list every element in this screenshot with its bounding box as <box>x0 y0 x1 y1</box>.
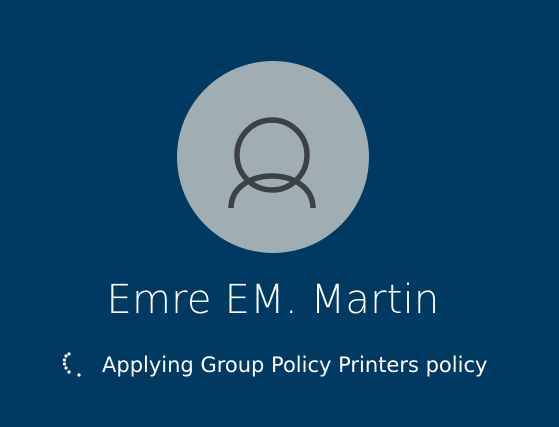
status-row: Applying Group Policy Printers policy <box>58 345 487 385</box>
status-message: Applying Group Policy Printers policy <box>102 353 488 377</box>
user-avatar <box>177 61 369 253</box>
loading-spinner-icon <box>62 352 81 377</box>
user-silhouette-icon <box>228 117 316 209</box>
user-name: Emre EM. Martin <box>106 277 440 323</box>
